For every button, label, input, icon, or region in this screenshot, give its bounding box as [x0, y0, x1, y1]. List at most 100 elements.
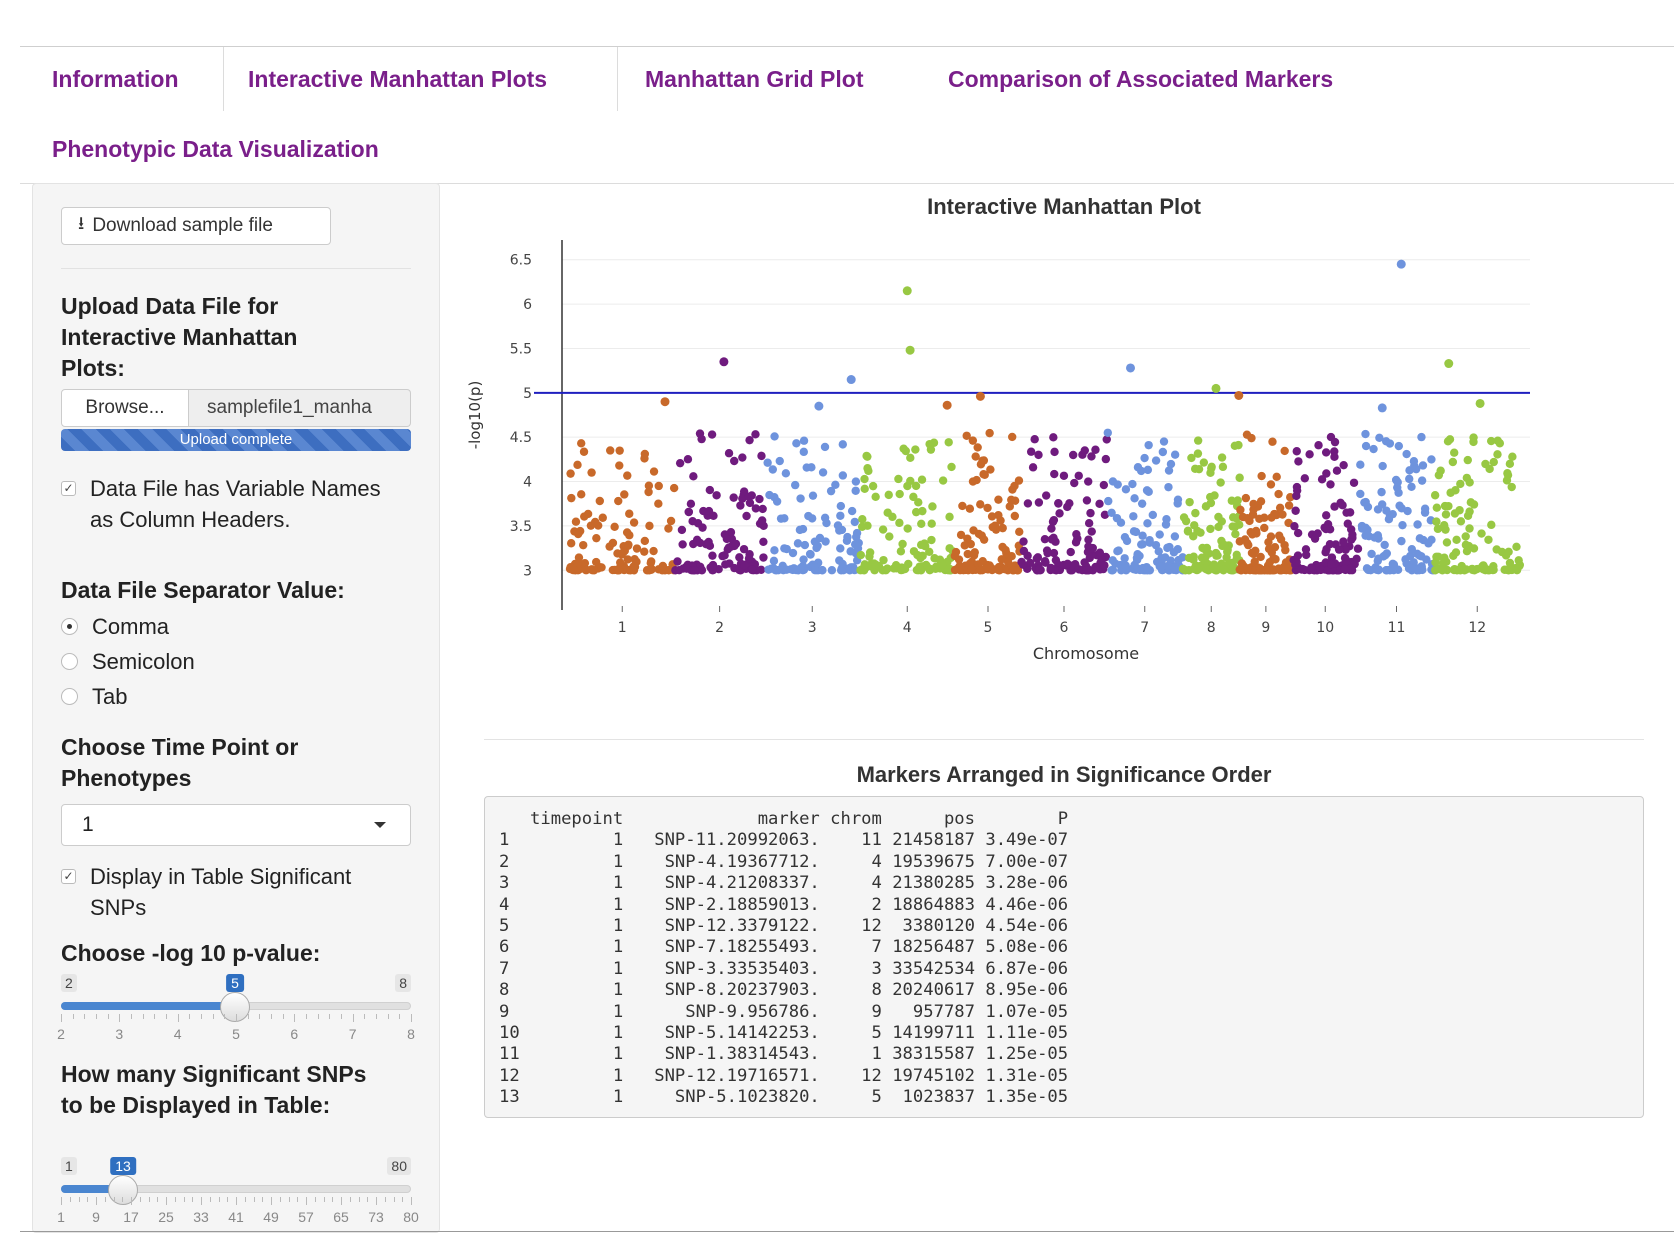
download-sample-button[interactable]: ⭳ Download sample file [61, 207, 331, 245]
snp-point[interactable] [1005, 502, 1015, 511]
snp-point[interactable] [1164, 466, 1174, 475]
snp-point[interactable] [616, 558, 625, 567]
snp-point[interactable] [729, 493, 738, 502]
snp-point[interactable] [1326, 480, 1335, 489]
snp-point[interactable] [1367, 549, 1376, 559]
snp-point[interactable] [744, 492, 754, 501]
snp-point[interactable] [1107, 508, 1116, 518]
snp-point[interactable] [852, 532, 861, 542]
snp-point[interactable] [580, 558, 590, 568]
snp-point[interactable] [1063, 502, 1072, 512]
snp-point[interactable] [969, 551, 979, 560]
snp-point[interactable] [1321, 524, 1331, 534]
snp-point[interactable] [1051, 537, 1060, 546]
snp-point[interactable] [1503, 470, 1513, 480]
snp-point[interactable] [967, 564, 976, 574]
snp-point[interactable] [1059, 471, 1069, 480]
snp-point[interactable] [931, 564, 940, 574]
snp-point[interactable] [744, 554, 754, 563]
snp-point[interactable] [1028, 463, 1038, 472]
snp-point[interactable] [1427, 455, 1436, 464]
radio-semicolon[interactable]: Semicolon [61, 646, 195, 677]
snp-point[interactable] [1170, 532, 1180, 541]
radio-comma[interactable]: Comma [61, 611, 169, 642]
snp-point[interactable] [625, 531, 634, 540]
snp-point[interactable] [1469, 544, 1479, 553]
snp-point[interactable] [1026, 558, 1035, 568]
snp-point[interactable] [649, 467, 659, 476]
snp-point[interactable] [1113, 546, 1122, 556]
snp-point[interactable] [644, 481, 654, 490]
snp-point[interactable] [1019, 537, 1028, 546]
snp-point[interactable] [1270, 542, 1280, 552]
snp-point[interactable] [1063, 559, 1072, 569]
snp-point[interactable] [1231, 529, 1240, 539]
snp-point[interactable] [587, 565, 596, 574]
checkbox-checked-icon[interactable]: ✓ [61, 481, 76, 496]
snp-point[interactable] [1049, 433, 1058, 442]
snp-point[interactable] [620, 490, 629, 499]
snp-point[interactable] [591, 557, 601, 567]
snp-point[interactable] [805, 549, 815, 559]
snp-point[interactable] [938, 476, 948, 485]
snp-point[interactable] [1379, 552, 1388, 561]
snp-point[interactable] [958, 501, 967, 511]
snp-point[interactable] [1159, 437, 1169, 446]
snp-point[interactable] [1023, 551, 1032, 560]
snp-point[interactable] [1369, 444, 1378, 454]
snp-point[interactable] [911, 481, 921, 491]
snp-point[interactable] [1398, 520, 1407, 530]
snp-point[interactable] [1183, 526, 1193, 535]
snp-point[interactable] [1086, 508, 1095, 518]
snp-point[interactable] [911, 507, 921, 517]
snp-point[interactable] [1462, 565, 1471, 574]
snp-point[interactable] [1260, 523, 1269, 533]
snp-point[interactable] [1456, 517, 1466, 526]
snp-point[interactable] [573, 558, 583, 568]
snp-point[interactable] [818, 566, 827, 575]
top-hit-point[interactable] [1377, 403, 1387, 413]
snp-point[interactable] [903, 524, 912, 533]
snp-point[interactable] [1292, 482, 1302, 492]
snp-point[interactable] [1339, 460, 1348, 470]
snp-point[interactable] [860, 474, 869, 484]
snp-point[interactable] [780, 514, 789, 523]
snp-point[interactable] [724, 449, 734, 458]
snp-point[interactable] [1199, 458, 1209, 467]
snp-point[interactable] [900, 564, 910, 574]
snp-point[interactable] [1166, 459, 1176, 469]
snp-point[interactable] [1084, 477, 1093, 486]
top-hit-point[interactable] [1444, 359, 1454, 369]
snp-point[interactable] [1397, 504, 1406, 513]
snp-point[interactable] [1179, 513, 1189, 522]
snp-point[interactable] [1314, 441, 1323, 450]
top-hit-point[interactable] [719, 357, 729, 367]
snp-point[interactable] [1040, 534, 1050, 544]
snp-point[interactable] [836, 511, 845, 520]
snp-point[interactable] [1441, 525, 1450, 534]
snp-point[interactable] [1330, 437, 1340, 447]
snp-point[interactable] [1469, 437, 1478, 447]
snp-point[interactable] [1274, 489, 1283, 499]
snp-point[interactable] [960, 541, 969, 550]
snp-point[interactable] [1108, 565, 1118, 575]
snp-point[interactable] [579, 540, 588, 550]
snp-point[interactable] [1450, 509, 1460, 518]
snp-point[interactable] [836, 566, 846, 575]
snp-point[interactable] [1305, 450, 1314, 459]
snp-point[interactable] [818, 468, 828, 477]
snp-point[interactable] [796, 494, 805, 503]
radio-unselected-icon[interactable] [61, 688, 78, 705]
snp-point[interactable] [1091, 445, 1100, 454]
snp-point[interactable] [1135, 565, 1145, 575]
snp-point[interactable] [1163, 543, 1172, 553]
snp-point[interactable] [669, 483, 679, 493]
snp-point[interactable] [1413, 520, 1422, 529]
snp-point[interactable] [917, 519, 926, 529]
snp-point[interactable] [1173, 545, 1182, 554]
snp-point[interactable] [1255, 514, 1264, 523]
snp-point[interactable] [1216, 478, 1225, 487]
snp-point[interactable] [1160, 553, 1170, 562]
snp-point[interactable] [1322, 469, 1331, 478]
snp-point[interactable] [1361, 497, 1370, 507]
